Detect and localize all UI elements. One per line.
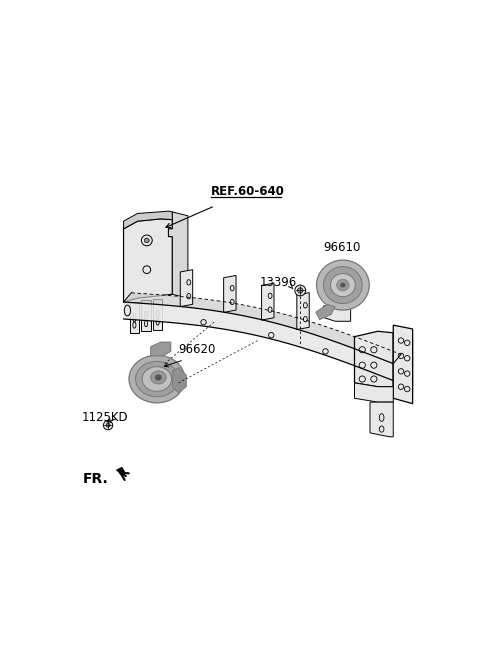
Polygon shape xyxy=(393,333,413,393)
Polygon shape xyxy=(316,304,335,319)
Circle shape xyxy=(295,285,306,296)
Text: 96620: 96620 xyxy=(178,343,215,356)
Ellipse shape xyxy=(324,266,362,304)
Polygon shape xyxy=(355,383,393,402)
Polygon shape xyxy=(180,270,192,306)
Polygon shape xyxy=(123,293,401,363)
Ellipse shape xyxy=(142,367,172,392)
Polygon shape xyxy=(172,367,186,393)
Ellipse shape xyxy=(124,305,131,316)
Ellipse shape xyxy=(336,279,349,291)
Circle shape xyxy=(298,288,303,293)
Polygon shape xyxy=(123,211,172,229)
Circle shape xyxy=(106,423,110,427)
Text: FR.: FR. xyxy=(83,472,109,486)
Polygon shape xyxy=(142,300,151,331)
Polygon shape xyxy=(224,276,236,312)
Text: REF.60-640: REF.60-640 xyxy=(211,185,285,198)
Text: 1125KD: 1125KD xyxy=(82,411,128,424)
Ellipse shape xyxy=(129,355,185,403)
Ellipse shape xyxy=(316,260,369,310)
Circle shape xyxy=(103,420,113,430)
Polygon shape xyxy=(123,302,393,380)
Polygon shape xyxy=(168,212,188,298)
Ellipse shape xyxy=(330,274,355,297)
Polygon shape xyxy=(297,293,309,329)
Ellipse shape xyxy=(135,361,178,397)
Ellipse shape xyxy=(340,283,346,287)
Ellipse shape xyxy=(155,375,162,380)
Polygon shape xyxy=(262,283,274,320)
Text: 96610: 96610 xyxy=(324,241,361,255)
Polygon shape xyxy=(153,299,162,330)
Polygon shape xyxy=(151,342,171,356)
Circle shape xyxy=(144,238,149,243)
Polygon shape xyxy=(324,306,350,321)
Polygon shape xyxy=(123,219,172,302)
Ellipse shape xyxy=(151,371,166,384)
Polygon shape xyxy=(393,325,413,403)
Polygon shape xyxy=(116,467,125,474)
Polygon shape xyxy=(355,331,393,387)
Polygon shape xyxy=(370,402,393,437)
Text: 13396: 13396 xyxy=(260,276,297,289)
Polygon shape xyxy=(130,302,139,333)
